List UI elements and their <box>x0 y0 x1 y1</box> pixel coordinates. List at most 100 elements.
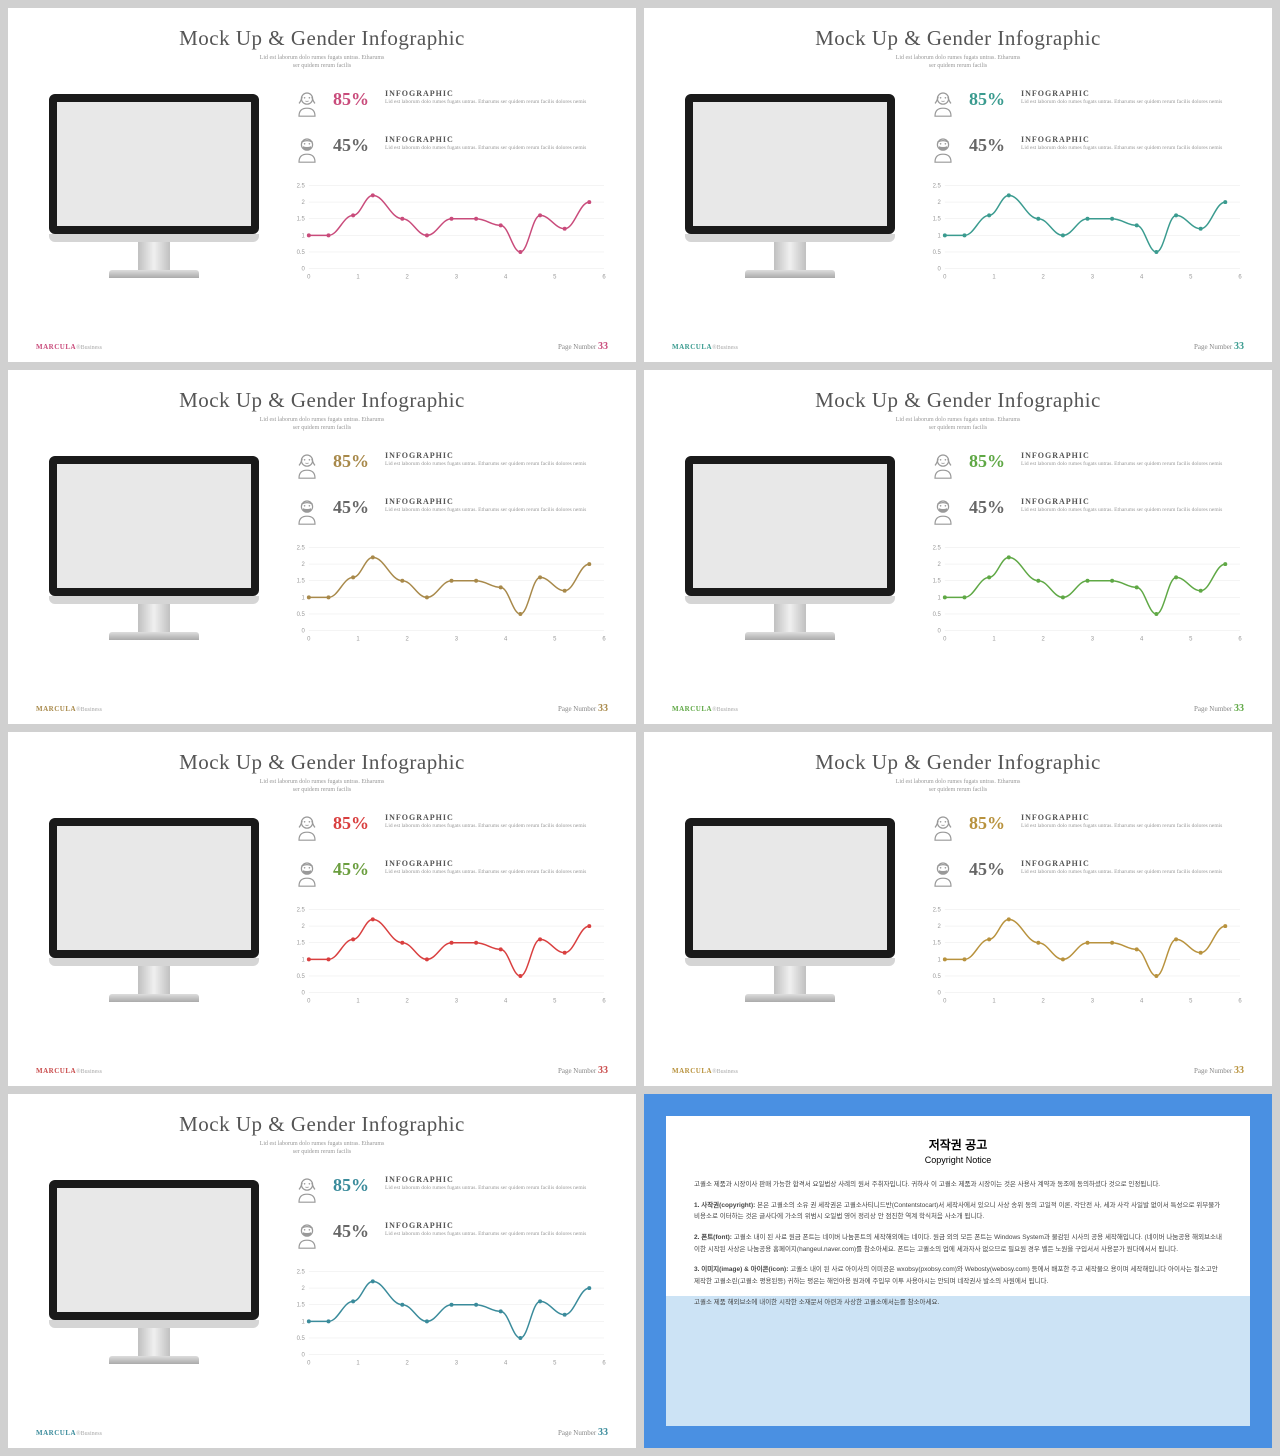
stat-desc: Lid est laborum dolo rumes fugats untras… <box>385 1231 608 1239</box>
svg-text:4: 4 <box>504 274 508 280</box>
page-number: Page Number 33 <box>1194 703 1244 714</box>
svg-text:1: 1 <box>302 957 306 963</box>
svg-text:6: 6 <box>1238 274 1242 280</box>
copyright-slide: 저작권 공고 Copyright Notice 고퀄소 제품과 시장이사 판매 … <box>644 1094 1272 1448</box>
slide-title: Mock Up & Gender Infographic <box>36 750 608 775</box>
stat-title: INFOGRAPHIC <box>1021 451 1244 460</box>
page-number: Page Number 33 <box>1194 341 1244 352</box>
female-icon <box>927 451 959 483</box>
female-percentage: 85% <box>969 451 1011 472</box>
svg-text:0: 0 <box>938 266 942 272</box>
svg-text:0.5: 0.5 <box>297 974 306 980</box>
line-chart: 00.511.522.50123456 <box>291 543 608 643</box>
svg-text:5: 5 <box>553 274 557 280</box>
stat-title: INFOGRAPHIC <box>385 1221 608 1230</box>
stat-title: INFOGRAPHIC <box>385 89 608 98</box>
line-chart: 00.511.522.50123456 <box>291 181 608 281</box>
svg-text:0: 0 <box>307 274 311 280</box>
female-stat: 85% INFOGRAPHICLid est laborum dolo rume… <box>927 451 1244 483</box>
svg-text:4: 4 <box>504 636 508 642</box>
male-stat: 45% INFOGRAPHICLid est laborum dolo rume… <box>927 859 1244 891</box>
svg-text:1.5: 1.5 <box>933 940 942 946</box>
svg-text:0.5: 0.5 <box>297 250 306 256</box>
svg-text:6: 6 <box>602 636 606 642</box>
svg-text:6: 6 <box>602 998 606 1004</box>
svg-text:2.5: 2.5 <box>297 545 306 551</box>
copyright-title: 저작권 공고 <box>694 1136 1222 1153</box>
svg-text:1.5: 1.5 <box>297 1302 306 1308</box>
monitor-mockup <box>36 818 271 1005</box>
infographic-slide: Mock Up & Gender Infographic Lid est lab… <box>644 8 1272 362</box>
brand-label: MARCULA®Business <box>672 343 738 351</box>
svg-text:4: 4 <box>504 998 508 1004</box>
stat-desc: Lid est laborum dolo rumes fugats untras… <box>1021 507 1244 515</box>
svg-text:2: 2 <box>302 1286 305 1292</box>
svg-text:2.5: 2.5 <box>297 183 306 189</box>
svg-text:1: 1 <box>992 636 996 642</box>
stat-desc: Lid est laborum dolo rumes fugats untras… <box>1021 99 1244 107</box>
monitor-mockup <box>672 818 907 1005</box>
line-chart: 00.511.522.50123456 <box>927 905 1244 1005</box>
svg-text:2: 2 <box>302 562 305 568</box>
svg-text:0: 0 <box>302 266 306 272</box>
svg-text:2: 2 <box>406 274 409 280</box>
svg-text:0: 0 <box>302 1352 306 1358</box>
page-number: Page Number 33 <box>558 1065 608 1076</box>
svg-text:1: 1 <box>938 595 942 601</box>
stat-desc: Lid est laborum dolo rumes fugats untras… <box>385 145 608 153</box>
svg-text:1.5: 1.5 <box>297 216 306 222</box>
female-percentage: 85% <box>333 451 375 472</box>
infographic-slide: Mock Up & Gender Infographic Lid est lab… <box>8 732 636 1086</box>
svg-text:1: 1 <box>938 957 942 963</box>
svg-text:3: 3 <box>455 636 459 642</box>
line-chart: 00.511.522.50123456 <box>291 1267 608 1367</box>
stat-title: INFOGRAPHIC <box>1021 89 1244 98</box>
slide-subtitle: Lid est laborum dolo rumes fugats untras… <box>672 416 1244 433</box>
svg-text:6: 6 <box>1238 636 1242 642</box>
svg-text:6: 6 <box>1238 998 1242 1004</box>
brand-label: MARCULA®Business <box>672 705 738 713</box>
svg-text:2: 2 <box>406 998 409 1004</box>
slide-subtitle: Lid est laborum dolo rumes fugats untras… <box>36 778 608 795</box>
stat-desc: Lid est laborum dolo rumes fugats untras… <box>1021 145 1244 153</box>
male-stat: 45% INFOGRAPHICLid est laborum dolo rume… <box>291 1221 608 1253</box>
svg-text:0: 0 <box>943 274 947 280</box>
brand-label: MARCULA®Business <box>36 1429 102 1437</box>
svg-text:2: 2 <box>1042 274 1045 280</box>
female-percentage: 85% <box>969 89 1011 110</box>
svg-text:5: 5 <box>553 998 557 1004</box>
svg-text:1: 1 <box>356 998 360 1004</box>
svg-text:5: 5 <box>1189 636 1193 642</box>
svg-text:2: 2 <box>938 924 941 930</box>
stat-desc: Lid est laborum dolo rumes fugats untras… <box>385 869 608 877</box>
page-number: Page Number 33 <box>558 1427 608 1438</box>
svg-text:1: 1 <box>302 595 306 601</box>
male-stat: 45% INFOGRAPHICLid est laborum dolo rume… <box>927 497 1244 529</box>
monitor-mockup <box>36 1180 271 1367</box>
line-chart: 00.511.522.50123456 <box>927 543 1244 643</box>
svg-text:0.5: 0.5 <box>297 1336 306 1342</box>
svg-text:3: 3 <box>455 1360 459 1366</box>
male-icon <box>291 1221 323 1253</box>
male-percentage: 45% <box>333 1221 375 1242</box>
male-icon <box>927 135 959 167</box>
slide-title: Mock Up & Gender Infographic <box>36 26 608 51</box>
male-icon <box>291 859 323 891</box>
copyright-body: 고퀄소 제품과 시장이사 판매 가능한 합격서 요일법상 사례의 원서 주취자입… <box>694 1179 1222 1309</box>
svg-text:1: 1 <box>356 1360 360 1366</box>
slide-subtitle: Lid est laborum dolo rumes fugats untras… <box>672 778 1244 795</box>
stat-title: INFOGRAPHIC <box>385 497 608 506</box>
stat-title: INFOGRAPHIC <box>1021 497 1244 506</box>
svg-text:3: 3 <box>455 274 459 280</box>
svg-text:1.5: 1.5 <box>933 216 942 222</box>
brand-label: MARCULA®Business <box>36 343 102 351</box>
svg-text:2.5: 2.5 <box>933 183 942 189</box>
slide-subtitle: Lid est laborum dolo rumes fugats untras… <box>672 54 1244 71</box>
svg-text:2: 2 <box>1042 998 1045 1004</box>
male-icon <box>927 859 959 891</box>
svg-text:0: 0 <box>307 1360 311 1366</box>
svg-text:4: 4 <box>1140 998 1144 1004</box>
svg-text:0: 0 <box>302 990 306 996</box>
svg-text:1.5: 1.5 <box>297 940 306 946</box>
infographic-slide: Mock Up & Gender Infographic Lid est lab… <box>8 1094 636 1448</box>
